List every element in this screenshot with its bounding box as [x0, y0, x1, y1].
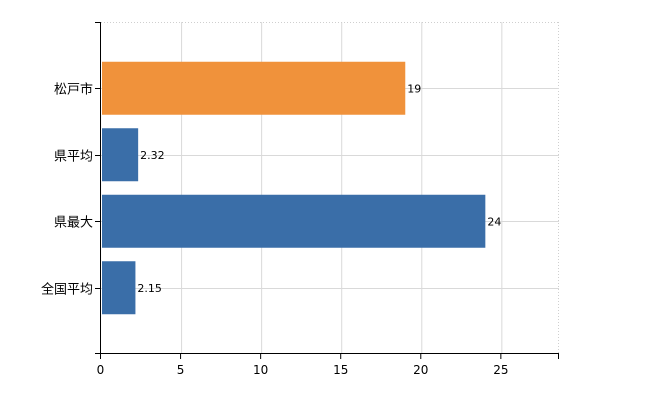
category-label-0: 松戸市: [54, 82, 93, 98]
bar-2: [102, 194, 486, 248]
bar-value-label-3: 2.15: [137, 282, 162, 295]
x-tick-label-10: 10: [253, 363, 268, 377]
x-tick-label-25: 25: [493, 363, 508, 377]
bar-value-label-0: 19: [407, 82, 421, 95]
bar-value-label-2: 24: [487, 215, 501, 228]
x-tick-label-20: 20: [413, 363, 428, 377]
bar-1: [102, 128, 139, 182]
category-label-2: 県最大: [54, 216, 93, 231]
x-tick-label-15: 15: [333, 363, 348, 377]
bar-3: [102, 261, 136, 315]
x-tick-label-0: 0: [97, 363, 105, 377]
bar-value-label-1: 2.32: [140, 149, 165, 162]
bar-0: [102, 61, 406, 115]
x-tick-label-5: 5: [177, 363, 185, 377]
category-label-1: 県平均: [54, 150, 93, 165]
category-label-3: 全国平均: [41, 282, 93, 298]
